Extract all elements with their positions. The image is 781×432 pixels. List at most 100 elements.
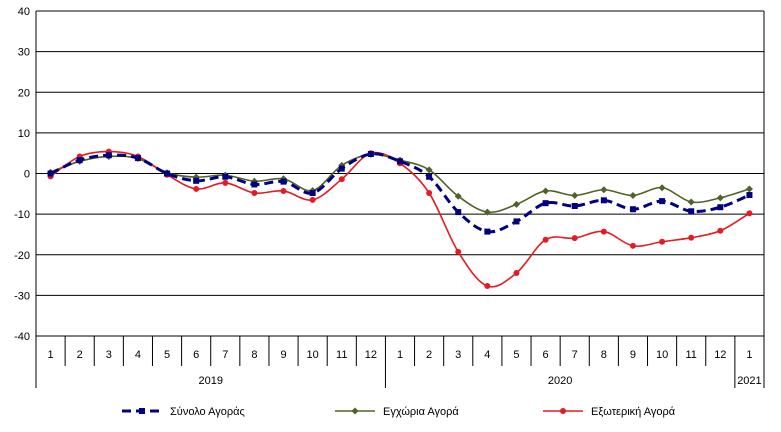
y-tick-label: -20 (14, 250, 30, 262)
x-tick-label: 3 (455, 349, 461, 361)
data-point (571, 235, 578, 242)
data-point (164, 170, 171, 177)
data-point (309, 196, 316, 203)
data-point (716, 194, 724, 202)
y-tick-label: 20 (18, 87, 30, 99)
data-point (542, 187, 550, 195)
data-point (542, 200, 549, 207)
x-tick-label: 4 (135, 349, 141, 361)
data-point (251, 190, 258, 196)
data-point (746, 192, 753, 199)
data-point (483, 208, 491, 216)
data-point (222, 179, 229, 186)
x-tick-label: 7 (572, 349, 578, 361)
x-tick-label: 5 (513, 349, 519, 361)
x-tick-label: 4 (484, 349, 490, 361)
legend: Σύνολο Αγοράς Εγχώρια Αγορά Εξωτερική Αγορ… (122, 406, 676, 418)
x-tick-label: 12 (365, 349, 377, 361)
x-tick-label: 10 (656, 349, 668, 361)
legend-item: Εγχώρια Αγορά (335, 406, 459, 418)
year-label: 2020 (548, 375, 572, 387)
x-tick-label: 7 (222, 349, 228, 361)
series-0 (47, 151, 753, 235)
data-point (688, 234, 695, 241)
data-point (426, 173, 433, 180)
data-point (193, 177, 200, 184)
data-point (512, 200, 520, 208)
data-point (484, 228, 491, 235)
data-point (571, 203, 578, 209)
data-point (426, 190, 433, 196)
x-tick-label: 1 (47, 349, 53, 361)
data-point (688, 208, 695, 215)
data-point (251, 181, 258, 188)
data-point (659, 198, 666, 205)
x-tick-label: 6 (543, 349, 549, 361)
x-tick-label: 8 (251, 349, 257, 361)
x-tick-label: 5 (164, 349, 170, 361)
y-tick-label: 40 (18, 6, 30, 18)
plot-area (47, 148, 753, 290)
data-point (629, 242, 636, 249)
data-point (746, 210, 753, 217)
x-tick-label: 10 (307, 349, 319, 361)
x-tick-label: 2 (77, 349, 83, 361)
data-point (629, 206, 636, 213)
data-point (425, 166, 433, 174)
legend-item: Σύνολο Αγοράς (122, 406, 245, 418)
data-point (338, 176, 345, 183)
data-point (629, 191, 637, 199)
data-point (76, 157, 83, 164)
data-point (600, 197, 607, 204)
x-tick-label: 3 (106, 349, 112, 361)
y-tick-label: -30 (14, 290, 30, 302)
data-point (571, 191, 579, 199)
y-tick-label: -10 (14, 209, 30, 221)
series-2 (47, 148, 753, 290)
x-tick-label: 9 (630, 349, 636, 361)
data-point (367, 151, 374, 157)
data-point (280, 187, 287, 194)
x-tick-label: 8 (601, 349, 607, 361)
legend-label: Σύνολο Αγοράς (170, 406, 245, 418)
data-point (542, 236, 549, 243)
x-tick-label: 2 (426, 349, 432, 361)
x-tick-label: 12 (714, 349, 726, 361)
y-axis: 40 30 20 10 0 -10 -20 -30 -40 (14, 6, 37, 343)
series-line (50, 150, 750, 288)
legend-label: Εξωτερική Αγορά (591, 406, 676, 418)
x-tick-label: 9 (280, 349, 286, 361)
data-point (338, 165, 345, 172)
data-point (193, 185, 200, 192)
data-point (513, 218, 520, 225)
data-point (484, 283, 491, 290)
y-tick-label: 0 (24, 169, 30, 181)
year-label: 2019 (198, 375, 222, 387)
x-tick-label: 1 (397, 349, 403, 361)
legend-label: Εγχώρια Αγορά (383, 406, 459, 418)
data-point (454, 192, 462, 200)
x-tick-label: 1 (746, 349, 752, 361)
x-tick-label: 11 (336, 349, 347, 361)
data-point (105, 152, 112, 159)
legend-swatch-marker (139, 408, 145, 414)
data-point (455, 209, 462, 216)
x-tick-label: 11 (685, 349, 696, 361)
y-tick-label: 30 (18, 47, 30, 59)
data-point (222, 173, 229, 180)
year-label: 2021 (737, 375, 761, 387)
y-tick-label: -40 (14, 331, 30, 343)
grid-lines (36, 10, 764, 337)
data-point (455, 248, 462, 255)
data-point (397, 158, 403, 165)
data-point (513, 270, 520, 277)
data-point (717, 204, 724, 211)
data-point (309, 190, 316, 196)
x-tick-label: 6 (193, 349, 199, 361)
data-point (745, 185, 753, 193)
data-point (47, 170, 54, 177)
data-point (658, 184, 666, 192)
legend-swatch-marker (351, 407, 359, 415)
